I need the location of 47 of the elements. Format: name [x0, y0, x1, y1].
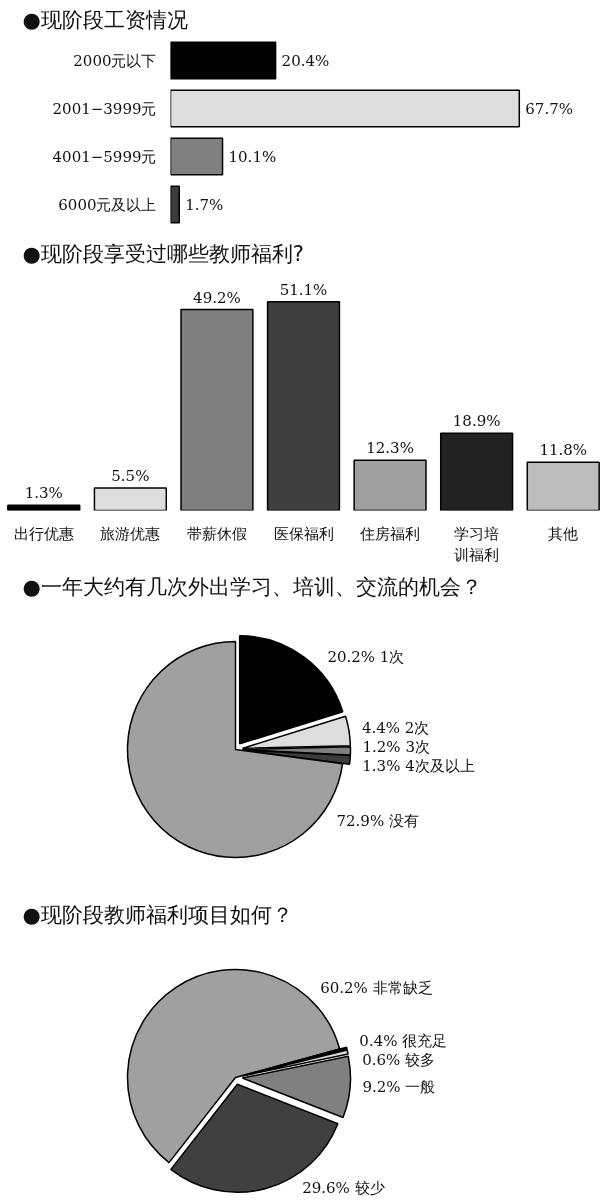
data-label: 12.3%	[366, 439, 414, 458]
slice-label: 4.4% 2次	[361, 719, 430, 738]
slice-label: 9.2% 一般	[362, 1078, 436, 1097]
data-label: 18.9%	[452, 412, 501, 431]
slice-label: 1.3% 4次及以上	[362, 757, 475, 776]
y-tick-label: 4001−5999元	[52, 147, 157, 166]
slice-label: 0.6% 较多	[362, 1050, 436, 1069]
slice-label: 60.2% 非常缺乏	[320, 978, 433, 997]
x-tick-label: 住房福利	[359, 524, 421, 543]
data-label: 11.8%	[539, 441, 588, 460]
bar	[93, 487, 168, 511]
x-tick-label: 带薪休假	[186, 524, 247, 543]
y-tick-label: 2000元以下	[73, 51, 157, 70]
y-tick-label: 6000元及以上	[58, 195, 157, 214]
x-tick-label: 其他	[548, 524, 579, 543]
x-tick-label: 学习培训福利	[454, 524, 500, 565]
data-label: 5.5%	[111, 467, 150, 486]
bar	[170, 89, 521, 128]
data-label: 67.7%	[525, 99, 573, 118]
y-tick-label: 2001−3999元	[52, 99, 157, 118]
bar	[353, 459, 427, 511]
bar	[526, 461, 600, 511]
slice-label: 0.4% 很充足	[359, 1031, 448, 1050]
slice-label: 29.6% 较少	[302, 1179, 385, 1198]
x-tick-label: 旅游优惠	[100, 524, 161, 543]
x-tick-label: 出行优惠	[13, 524, 74, 543]
bar	[266, 301, 341, 511]
data-label: 49.2%	[193, 288, 241, 307]
bar	[7, 504, 81, 511]
x-tick-label: 医保福利	[273, 524, 334, 543]
bar	[180, 308, 254, 511]
bar	[439, 432, 514, 511]
bar	[170, 41, 277, 80]
data-label: 1.3%	[24, 484, 63, 503]
data-label: 10.1%	[228, 147, 277, 166]
bar	[170, 185, 181, 224]
chart-title: ●一年大约有几次外出学习、培训、交流的机会？	[22, 574, 482, 599]
slice-label: 20.2% 1次	[327, 647, 405, 666]
slice-label: 72.9% 没有	[336, 811, 419, 830]
bar	[170, 137, 224, 176]
chart-title: ●现阶段教师福利项目如何？	[22, 902, 293, 927]
chart-title: ●现阶段享受过哪些教师福利?	[22, 241, 304, 266]
chart-title: ●现阶段工资情况	[22, 7, 188, 32]
slice-label: 1.2% 3次	[362, 738, 430, 757]
data-label: 20.4%	[281, 51, 330, 70]
data-label: 1.7%	[185, 195, 224, 214]
data-label: 51.1%	[279, 280, 328, 299]
